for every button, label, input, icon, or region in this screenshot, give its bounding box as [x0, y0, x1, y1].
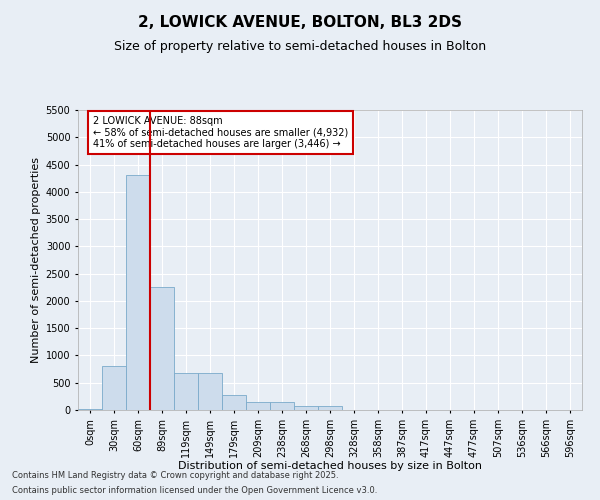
Bar [126, 176, 150, 410]
X-axis label: Distribution of semi-detached houses by size in Bolton: Distribution of semi-detached houses by … [178, 461, 482, 471]
Bar [222, 394, 246, 410]
Bar [198, 373, 222, 410]
Bar [150, 288, 174, 410]
Bar [174, 373, 198, 410]
Text: Contains public sector information licensed under the Open Government Licence v3: Contains public sector information licen… [12, 486, 377, 495]
Text: Contains HM Land Registry data © Crown copyright and database right 2025.: Contains HM Land Registry data © Crown c… [12, 471, 338, 480]
Bar [102, 366, 126, 410]
Y-axis label: Number of semi-detached properties: Number of semi-detached properties [31, 157, 41, 363]
Text: 2 LOWICK AVENUE: 88sqm
← 58% of semi-detached houses are smaller (4,932)
41% of : 2 LOWICK AVENUE: 88sqm ← 58% of semi-det… [93, 116, 349, 149]
Bar [294, 406, 318, 410]
Bar [318, 406, 342, 410]
Bar [270, 402, 294, 410]
Bar [246, 402, 270, 410]
Text: 2, LOWICK AVENUE, BOLTON, BL3 2DS: 2, LOWICK AVENUE, BOLTON, BL3 2DS [138, 15, 462, 30]
Text: Size of property relative to semi-detached houses in Bolton: Size of property relative to semi-detach… [114, 40, 486, 53]
